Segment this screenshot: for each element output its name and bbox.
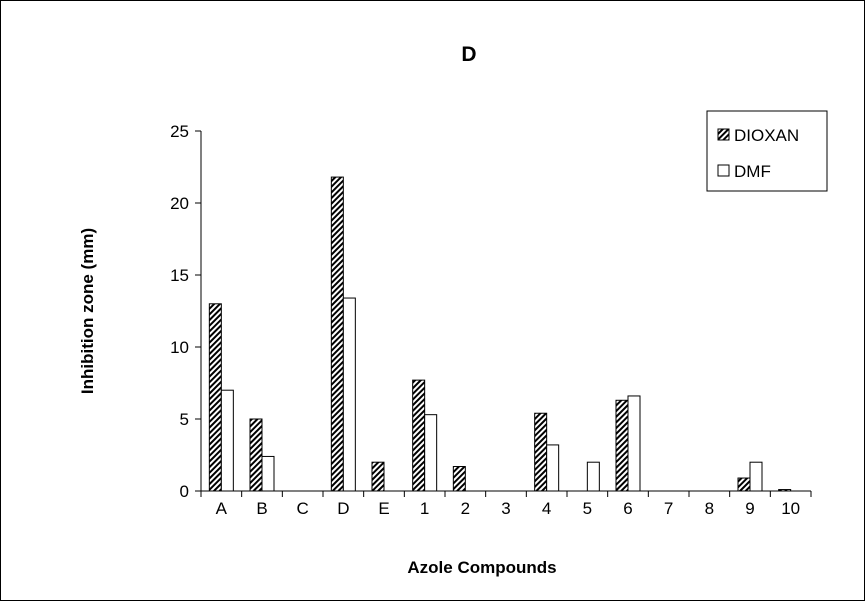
bar-dmf-6 (627, 395, 641, 492)
bar-dioxan-2 (452, 466, 466, 492)
legend-label-dioxan: DIOXAN (734, 126, 799, 145)
bar-dioxan-b (249, 418, 263, 492)
legend-swatch-dioxan (717, 128, 730, 141)
tick-labels: 0 5 10 15 20 25 A B C D E 1 2 3 4 5 6 7 8 9 10 (170, 122, 800, 518)
y-tick-label: 15 (170, 266, 189, 285)
x-tick-label: 3 (501, 499, 510, 518)
x-tick-label: 4 (542, 499, 551, 518)
y-axis-label: Inhibition zone (mm) (78, 228, 97, 394)
x-tick-label: D (337, 499, 349, 518)
x-tick-label: B (256, 499, 267, 518)
chart-title: D (461, 43, 476, 66)
bar-dmf-d (342, 297, 356, 492)
legend-box (706, 110, 828, 192)
x-axis-label: Azole Compounds (407, 558, 556, 577)
x-tick-label: E (378, 499, 389, 518)
bar-dmf-5 (586, 461, 600, 492)
bar-dioxan-9 (737, 477, 751, 492)
x-tick-label: 2 (461, 499, 470, 518)
bar-dioxan-a (208, 303, 222, 492)
x-tick-label: 7 (664, 499, 673, 518)
bar-dioxan-6 (615, 399, 629, 492)
bar-dmf-a (220, 389, 234, 492)
x-tick-label: 10 (781, 499, 800, 518)
y-tick-label: 10 (170, 338, 189, 357)
bars (208, 176, 792, 492)
legend: DIOXAN DMF (706, 110, 828, 192)
bar-dioxan-10 (778, 489, 792, 492)
y-tick-label: 0 (180, 482, 189, 501)
bar-dioxan-1 (412, 379, 426, 492)
x-tick-label: 9 (745, 499, 754, 518)
bar-dmf-9 (749, 461, 763, 492)
y-tick-label: 20 (170, 194, 189, 213)
x-tick-label: C (297, 499, 309, 518)
bar-dioxan-d (330, 176, 344, 492)
x-tick-label: A (216, 499, 228, 518)
x-tick-label: 5 (583, 499, 592, 518)
bar-dioxan-e (371, 461, 385, 492)
bar-dmf-4 (546, 444, 560, 492)
bar-dmf-b (261, 455, 275, 492)
legend-label-dmf: DMF (734, 162, 771, 181)
x-tick-label: 8 (705, 499, 714, 518)
bar-dioxan-4 (534, 412, 548, 492)
x-tick-label: 1 (420, 499, 429, 518)
legend-swatch-dmf (717, 164, 730, 177)
x-tick-label: 6 (623, 499, 632, 518)
y-tick-label: 25 (170, 122, 189, 141)
y-tick-label: 5 (180, 410, 189, 429)
axes (195, 130, 812, 497)
bar-dmf-1 (424, 414, 438, 492)
